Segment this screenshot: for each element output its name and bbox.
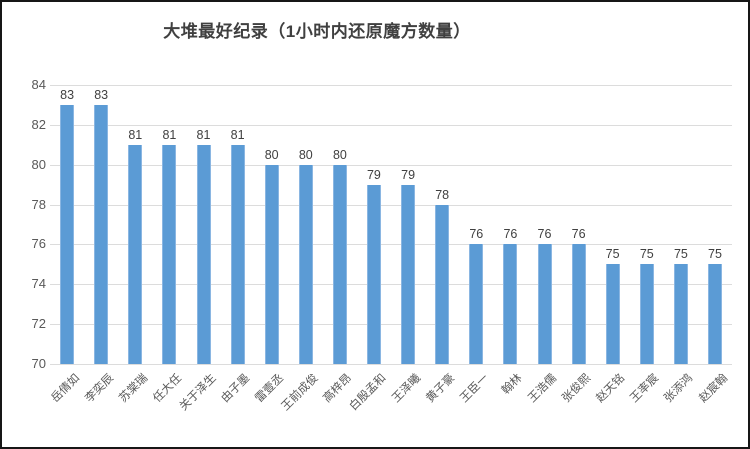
x-axis-category-label: 张添鸿 xyxy=(662,372,696,406)
bar xyxy=(401,184,416,364)
x-axis-category-label: 由子墨 xyxy=(219,372,253,406)
x-axis-category-label: 赵宸翰 xyxy=(696,372,730,406)
x-axis-category-label: 王率宸 xyxy=(628,372,662,406)
bar-value-label: 78 xyxy=(435,187,450,202)
x-axis-category-label: 黄子豪 xyxy=(423,372,457,406)
x-axis-category-label: 王前成俊 xyxy=(279,372,321,414)
bar xyxy=(60,104,75,364)
gridline xyxy=(50,164,732,166)
bar xyxy=(435,204,450,364)
bar-value-label: 76 xyxy=(537,227,552,242)
gridline xyxy=(50,244,732,246)
bar-value-label: 79 xyxy=(401,167,416,182)
bar-value-label: 75 xyxy=(708,247,722,262)
bar-value-label: 80 xyxy=(332,147,347,162)
x-axis-category-label: 李奕辰 xyxy=(82,372,116,406)
y-axis-tick-label: 74 xyxy=(31,276,46,292)
x-axis-category-label: 王臣一 xyxy=(458,372,491,406)
gridline xyxy=(50,364,732,365)
x-axis-category-label: 张俊熙 xyxy=(560,372,594,406)
y-axis-tick-label: 76 xyxy=(31,236,46,252)
bar-value-label: 76 xyxy=(503,227,518,242)
bar-value-label: 81 xyxy=(128,127,143,142)
bar xyxy=(128,144,143,364)
bar-value-label: 83 xyxy=(94,87,109,102)
y-axis-tick-label: 82 xyxy=(31,116,46,132)
bar xyxy=(503,244,518,364)
gridline xyxy=(50,324,732,326)
bar xyxy=(605,264,620,364)
x-axis-category-label: 王浩儒 xyxy=(526,372,560,406)
bar xyxy=(537,244,552,364)
bar xyxy=(162,144,177,364)
bar-value-label: 75 xyxy=(605,247,620,262)
bar-value-label: 81 xyxy=(196,127,211,142)
x-axis-category-label: 白殷孟和 xyxy=(347,372,389,414)
x-axis-category-label: 翰林 xyxy=(500,372,525,397)
y-axis-tick-label: 84 xyxy=(31,77,46,92)
bar xyxy=(639,264,654,364)
bar xyxy=(94,104,109,364)
bar-value-label: 76 xyxy=(469,227,484,242)
gridline xyxy=(50,124,732,126)
bar xyxy=(708,264,722,364)
bar-value-label: 80 xyxy=(298,147,313,162)
y-axis-tick-label: 78 xyxy=(31,196,46,212)
bar xyxy=(196,144,211,364)
y-axis-tick-label: 72 xyxy=(31,316,46,332)
x-axis-category-label: 赵天铭 xyxy=(594,372,628,406)
y-axis-tick-label: 70 xyxy=(31,356,46,371)
y-axis-tick-label: 80 xyxy=(31,156,46,172)
bar-value-label: 81 xyxy=(230,127,245,142)
bar-value-label: 83 xyxy=(60,87,75,102)
bar xyxy=(571,244,586,364)
bar xyxy=(366,184,381,364)
gridline xyxy=(50,204,732,206)
gridline xyxy=(50,284,732,286)
chart-title: 大堆最好纪录（1小时内还原魔方数量） xyxy=(163,22,471,41)
bar-value-label: 79 xyxy=(366,167,381,182)
bar-value-label: 76 xyxy=(571,227,586,242)
plot-area: 83 岳倩如 83 李奕辰 81 苏棠瑞 81 任大任 81 关于泽生 81 由子墨 80 雷壹丞 80 王前… xyxy=(49,85,732,413)
gridline xyxy=(50,85,732,86)
bar-value-label: 81 xyxy=(162,127,177,142)
bar-value-label: 75 xyxy=(673,247,688,262)
bar-value-label: 80 xyxy=(264,147,279,162)
x-axis-category-label: 王泽曦 xyxy=(389,372,423,406)
bar xyxy=(264,164,279,364)
bar xyxy=(230,144,245,364)
x-axis-category-label: 苏棠瑞 xyxy=(117,372,150,406)
bar-value-label: 75 xyxy=(639,247,654,262)
bar xyxy=(469,244,484,364)
bar xyxy=(298,164,313,364)
x-axis-category-label: 岳倩如 xyxy=(48,372,82,406)
bar xyxy=(673,264,688,364)
bar xyxy=(332,164,347,364)
